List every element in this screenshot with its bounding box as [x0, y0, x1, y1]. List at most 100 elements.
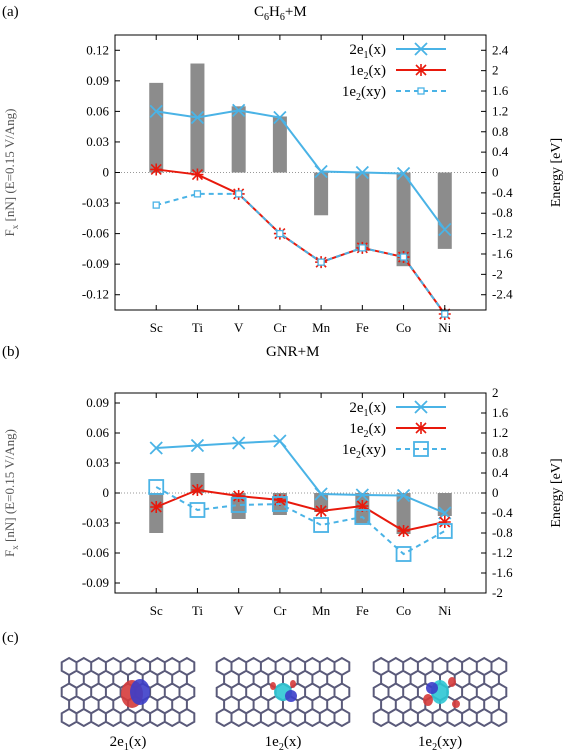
legend-label-rest: (xy): [361, 442, 386, 458]
series-2-point-ni: [436, 523, 453, 539]
legend-label-main: 1e: [342, 84, 357, 100]
series-0-point-fe: [355, 488, 369, 502]
legend-marker-1: [415, 64, 427, 76]
x-tick-label-co: Co: [396, 320, 411, 335]
series-2-point-mn: [313, 517, 330, 533]
series-line-1: [155, 488, 445, 533]
series-1-point-ti: [191, 484, 204, 496]
legend-label-sub: 1: [364, 50, 369, 61]
orbital-lobe-2: [423, 694, 433, 706]
x-tick-label-fe: Fe: [356, 603, 369, 618]
series-0-point-fe: [355, 165, 369, 180]
caption-main: 1e: [418, 734, 433, 750]
series-2-point-fe: [358, 244, 366, 252]
right-tick-label: 0.8: [492, 445, 508, 460]
right-tick-label: -0.8: [492, 525, 513, 540]
legend-marker-0: [414, 400, 428, 414]
right-tick-label: -2: [492, 266, 503, 281]
x-tick-label-fe: Fe: [356, 320, 369, 335]
molecule-caption-0: 2e1(x): [110, 734, 147, 752]
legend-label-sub: 2: [356, 450, 361, 461]
caption-sub: 2: [279, 742, 284, 752]
legend-label-2: 1e2(xy): [342, 84, 386, 103]
series-0-point-ti: [190, 110, 205, 125]
force-bar-ni: [437, 172, 452, 249]
series-0-point-sc: [149, 441, 163, 455]
right-axis-label: Energy [eV]: [549, 138, 564, 207]
orbital-lobe-1: [130, 679, 150, 705]
legend-label-0: 2e1(x): [349, 42, 386, 61]
left-axis-label: Fx [nN] (E=0.15 V/Ang): [2, 429, 20, 557]
force-bar-cr: [272, 116, 287, 173]
legend-label-rest: (xy): [361, 84, 386, 100]
legend-label-main: 1e: [349, 63, 364, 79]
legend-label-main: 1e: [342, 442, 357, 458]
series-line-2: [155, 192, 446, 315]
series-0-point-ni: [438, 222, 452, 237]
force-bar-fe: [355, 172, 370, 251]
legend-label-rest: (x): [369, 63, 387, 79]
legend-label-sub: 1: [364, 408, 369, 419]
left-tick-label: -0.09: [82, 256, 109, 271]
right-tick-label: -0.4: [492, 185, 513, 200]
panel-label-c: (c): [2, 630, 19, 646]
x-tick-label-mn: Mn: [312, 320, 331, 335]
legend-label-2: 1e2(xy): [342, 442, 386, 461]
legend-label-sub: 2: [364, 429, 369, 440]
molecule-render-2: 1e2(xy): [372, 656, 508, 752]
right-tick-label: -0.4: [492, 505, 513, 520]
x-tick-label-v: V: [234, 603, 244, 618]
left-tick-label: -0.03: [82, 515, 109, 530]
legend-label-0: 2e1(x): [349, 400, 386, 419]
orbital-lobe-2: [270, 682, 276, 690]
legend-label-sub: 2: [364, 71, 369, 82]
left-tick-label: 0.03: [86, 455, 109, 470]
right-tick-label: 1.6: [492, 83, 509, 98]
left-tick-label: -0.09: [82, 575, 109, 590]
chart-b: 0.09 0.06 0.03 0 -0.03 -0.06 -0.09 2 1.6 1.2 0.8 0.…: [2, 385, 564, 618]
left-tick-label: 0.06: [86, 103, 109, 118]
lattice-bonds: [215, 656, 351, 728]
right-tick-label: 2: [492, 385, 499, 400]
series-2-point-v: [235, 190, 243, 198]
orbital-lobe-3: [290, 680, 296, 688]
series-1-point-sc: [150, 163, 163, 176]
molecule-render-1: 1e2(x): [215, 656, 351, 752]
series-2-point-fe: [354, 509, 371, 525]
series-2-point-ti: [189, 502, 206, 518]
force-bar-v: [231, 106, 246, 173]
legend-label-rest: (x): [369, 42, 387, 58]
right-tick-label: -2.4: [492, 287, 513, 302]
series-1-point-ti: [191, 168, 204, 181]
left-axis-label-rest: [nN] (E=0.15 V/Ang): [2, 429, 17, 545]
force-bar-sc: [149, 82, 164, 173]
lattice-bonds: [372, 656, 508, 728]
x-tick-label-cr: Cr: [273, 320, 287, 335]
molecule-caption-1: 1e2(x): [265, 734, 302, 752]
right-tick-label: 0: [492, 165, 499, 180]
caption-sub: 1: [124, 742, 129, 752]
left-tick-label: 0.09: [86, 73, 109, 88]
legend-label-main: 2e: [349, 42, 364, 58]
left-tick-label: 0.09: [86, 395, 109, 410]
series-1-point-fe: [356, 500, 369, 512]
left-tick-label: -0.06: [82, 545, 110, 560]
series-0-point-cr: [273, 434, 287, 448]
left-axis-label-main: F: [2, 229, 17, 236]
series-2-point-cr: [276, 229, 284, 238]
series-1-point-v: [232, 490, 245, 502]
x-tick-label-mn: Mn: [312, 603, 331, 618]
right-tick-label: 2: [492, 63, 499, 78]
chart-b-title: GNR+M: [266, 344, 319, 360]
series-0-point-co: [396, 488, 411, 503]
left-tick-label: 0.03: [86, 134, 109, 149]
left-tick-label: 0: [103, 485, 110, 500]
legend-label-rest: (x): [369, 400, 387, 416]
series-0-point-mn: [314, 487, 328, 501]
orbital-lobe-1: [285, 690, 297, 702]
series-0-point-ti: [190, 438, 205, 453]
force-bar-co: [396, 172, 411, 267]
molecule-caption-2: 1e2(xy): [418, 734, 462, 752]
series-1-point-ni: [438, 516, 451, 528]
orbital-lobe-3: [448, 677, 456, 687]
